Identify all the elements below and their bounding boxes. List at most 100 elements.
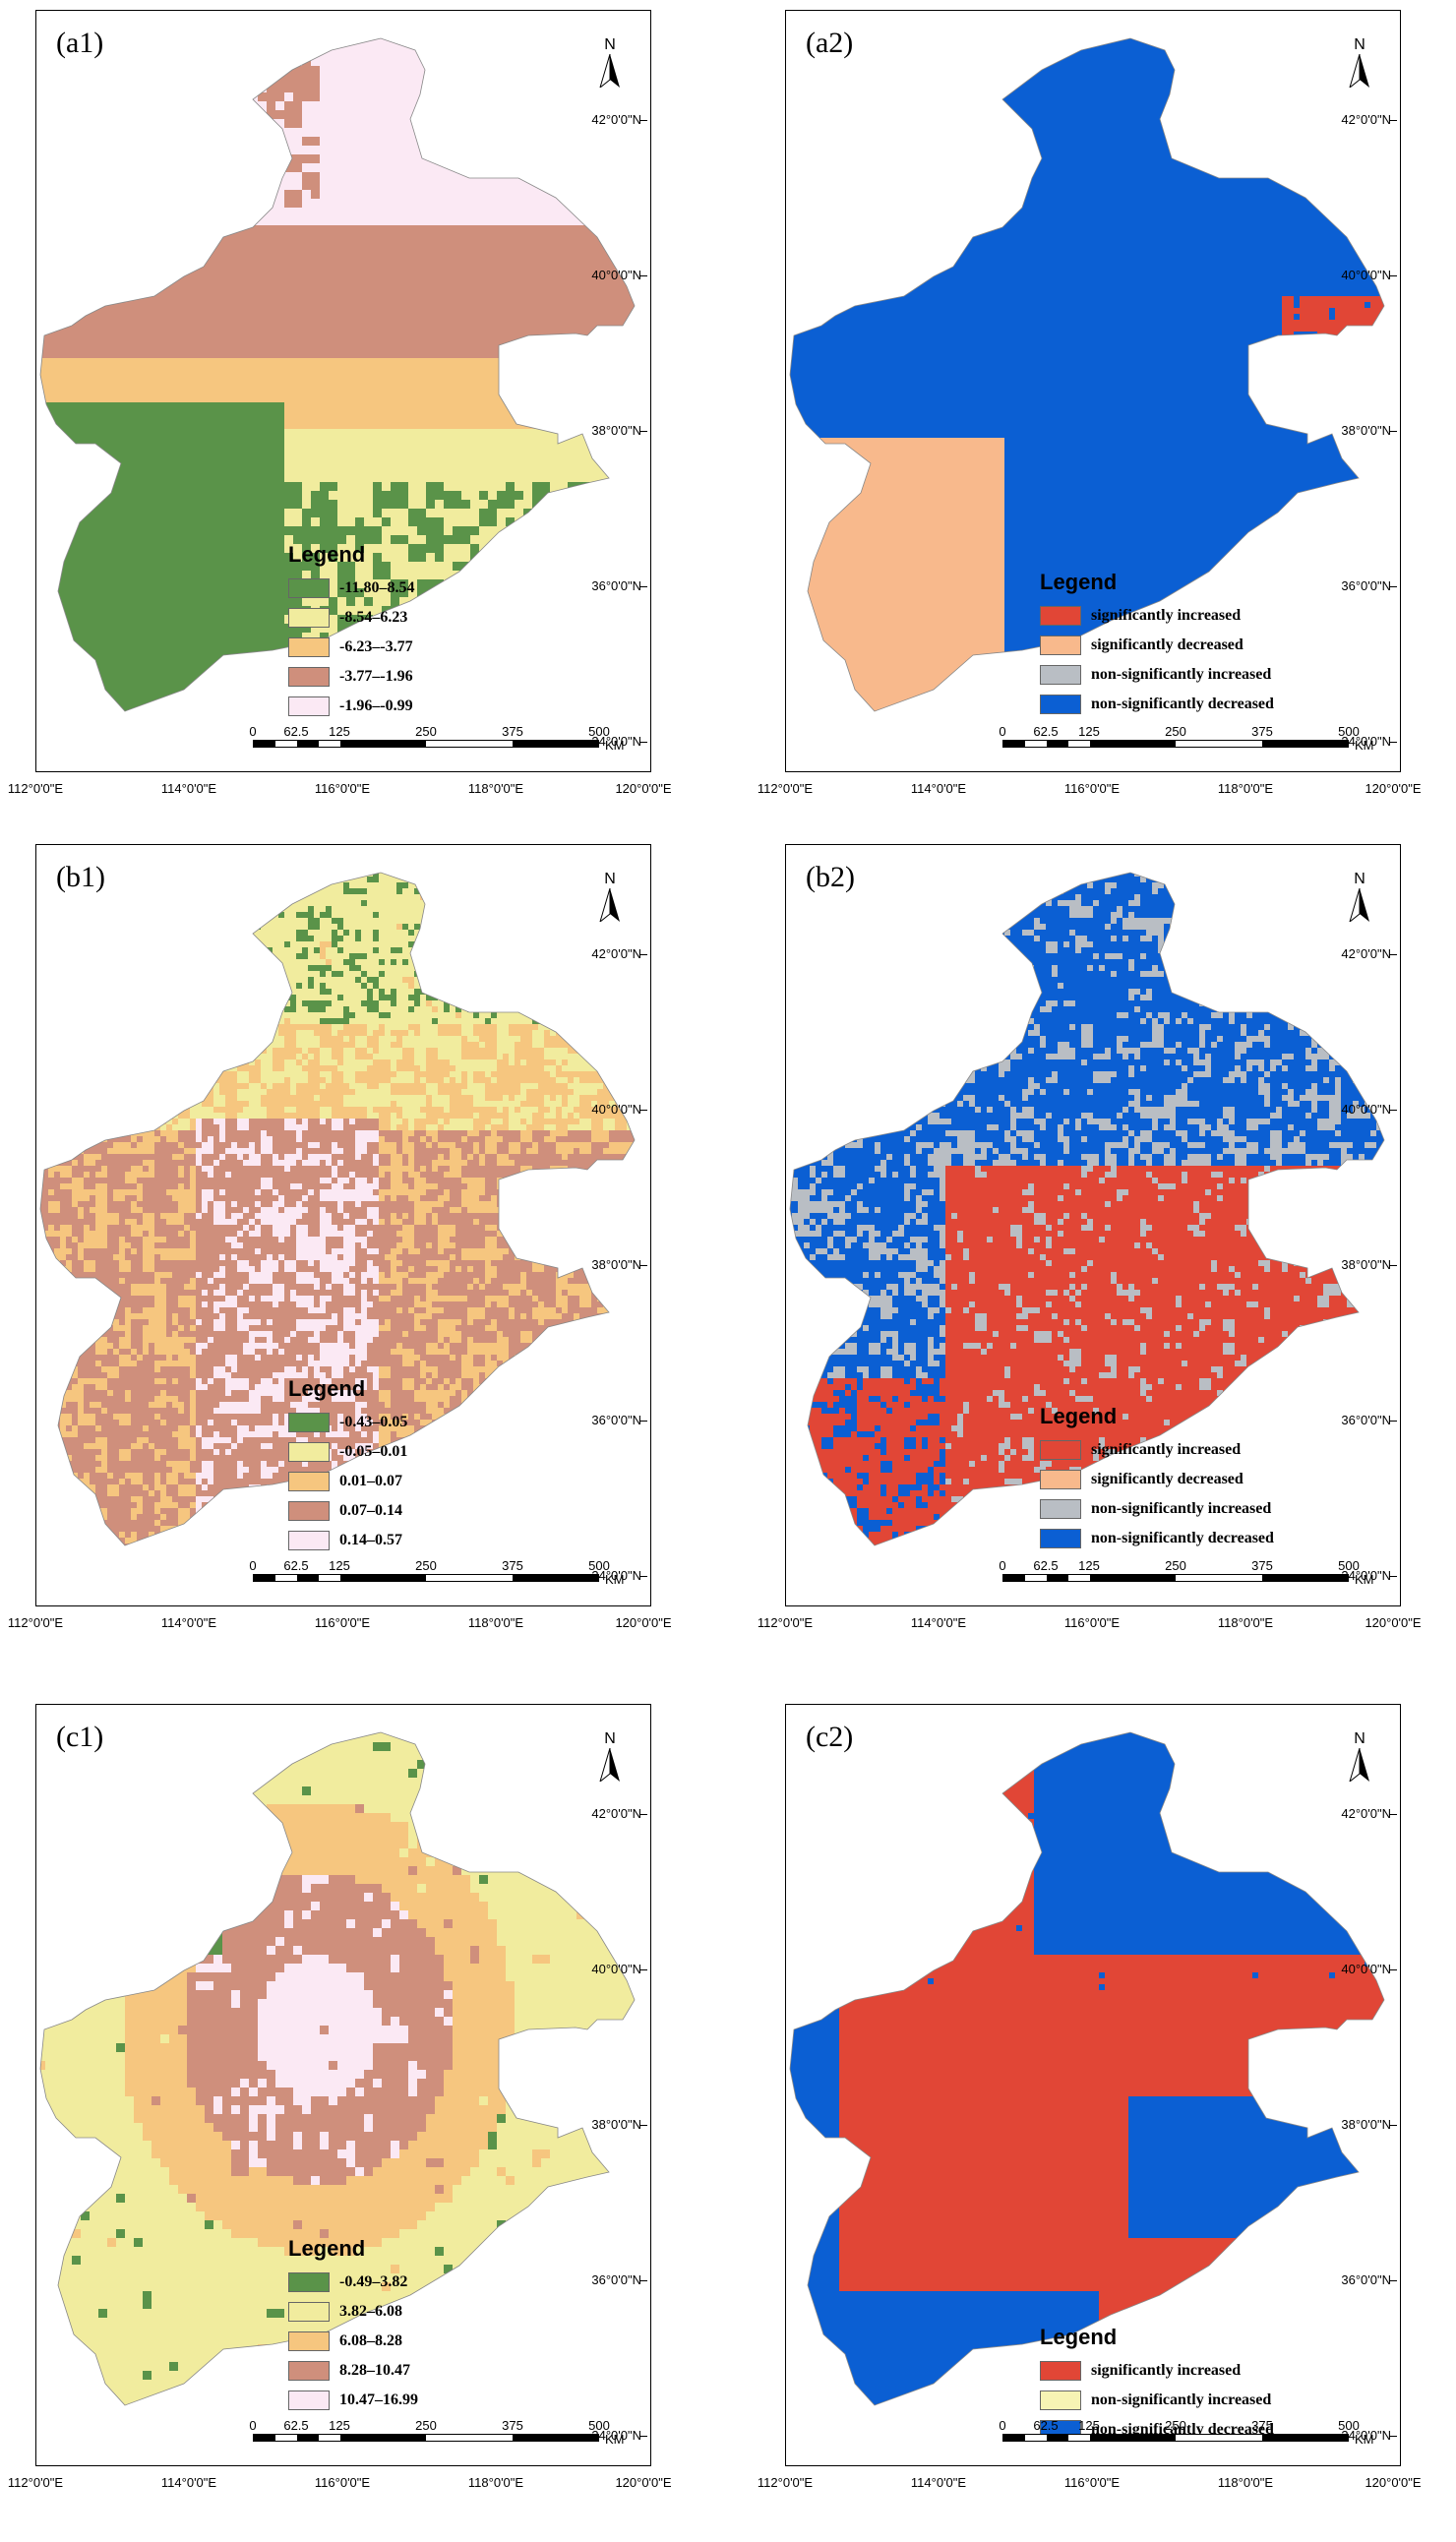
scale-tick-label: 0 [999,1558,1005,1573]
legend-swatch [288,696,330,716]
latitude-label: 36°0'0"N [591,578,641,593]
legend-item: non-significantly increased [1040,660,1274,690]
latitude-label: 38°0'0"N [1341,423,1391,438]
latitude-label: 38°0'0"N [1341,2117,1391,2132]
legend-swatch [1040,1529,1081,1548]
legend-title: Legend [288,2236,418,2262]
map-panel-b2: (b2) N Legend significantly increased signif… [750,834,1401,1611]
longitude-label: 120°0'0"E [1365,781,1421,796]
legend-label: 8.28–10.47 [339,2362,410,2380]
legend-label: -11.80–8.54 [339,579,414,597]
latitude-label: 42°0'0"N [591,112,641,127]
legend-swatch [288,1531,330,1550]
latitude-label: 38°0'0"N [1341,1257,1391,1272]
legend-label: non-significantly increased [1091,666,1271,684]
scale-tick-label: 375 [502,724,523,739]
legend-item: significantly decreased [1040,1465,1274,1494]
scale-tick-label: 375 [1251,724,1273,739]
legend-item: -3.77–-1.96 [288,662,414,692]
scale-tick-label: 250 [415,2418,437,2433]
longitude-label: 116°0'0"E [1064,2475,1120,2490]
map-panel-a1: (a1) N Legend -11.80–8.54 -8.54–6.23 -6.23–-3… [0,0,651,777]
north-arrow-icon: N [595,36,625,95]
latitude-label: 40°0'0"N [591,1962,641,1976]
latitude-label: 42°0'0"N [1341,946,1391,961]
legend-swatch [1040,636,1081,655]
latitude-label: 34°0'0"N [591,2428,641,2443]
map-legend: Legend -11.80–8.54 -8.54–6.23 -6.23–-3.77 -3… [288,542,414,721]
longitude-label: 114°0'0"E [161,1615,216,1630]
legend-item: -6.23–-3.77 [288,633,414,662]
longitude-label: 118°0'0"E [1218,1615,1273,1630]
legend-label: 6.08–8.28 [339,2332,402,2350]
panel-label: (b1) [56,861,105,894]
longitude-label: 116°0'0"E [1064,1615,1120,1630]
scale-tick-label: 250 [415,1558,437,1573]
latitude-label: 36°0'0"N [1341,1413,1391,1427]
scale-tick-label: 125 [329,1558,350,1573]
legend-label: -3.77–-1.96 [339,668,413,686]
map-frame: (a1) N Legend -11.80–8.54 -8.54–6.23 -6.23–-3… [35,10,651,772]
legend-item: non-significantly decreased [1040,690,1274,719]
longitude-label: 112°0'0"E [758,2475,813,2490]
legend-swatch [1040,695,1081,714]
scale-tick-label: 62.5 [1033,724,1058,739]
longitude-label: 112°0'0"E [758,1615,813,1630]
latitude-label: 42°0'0"N [591,1806,641,1821]
legend-label: significantly increased [1091,1441,1241,1459]
legend-swatch [1040,665,1081,685]
legend-swatch [288,1413,330,1432]
scale-tick-label: 62.5 [1033,1558,1058,1573]
longitude-label: 114°0'0"E [161,2475,216,2490]
longitude-label: 114°0'0"E [161,781,216,796]
scale-bar: 0 62.5 125 250 375 500 KM [1002,2418,1357,2448]
latitude-label: 34°0'0"N [1341,2428,1391,2443]
map-legend: Legend -0.49–3.82 3.82–6.08 6.08–8.28 8.28–1… [288,2236,418,2415]
north-arrow-icon: N [1345,871,1374,930]
legend-title: Legend [1040,2325,1274,2350]
latitude-label: 36°0'0"N [1341,578,1391,593]
legend-label: significantly decreased [1091,1471,1244,1488]
scale-tick-label: 62.5 [1033,2418,1058,2433]
legend-item: 0.01–0.07 [288,1467,407,1496]
legend-label: significantly increased [1091,607,1241,625]
legend-swatch [288,1472,330,1491]
longitude-label: 112°0'0"E [8,2475,63,2490]
legend-swatch [288,667,330,687]
scale-tick-label: 125 [1078,1558,1100,1573]
scale-tick-label: 0 [249,1558,256,1573]
latitude-label: 38°0'0"N [591,423,641,438]
map-panel-c2: (c2) N Legend significantly increased non-si… [750,1694,1401,2471]
scale-tick-label: 125 [1078,724,1100,739]
longitude-label: 118°0'0"E [468,781,523,796]
legend-label: -6.23–-3.77 [339,638,413,656]
scale-tick-label: 0 [999,2418,1005,2433]
latitude-label: 34°0'0"N [1341,734,1391,749]
scale-bar: 0 62.5 125 250 375 500 KM [253,2418,607,2448]
legend-label: 0.14–0.57 [339,1532,402,1549]
latitude-label: 34°0'0"N [591,734,641,749]
legend-label: significantly decreased [1091,636,1244,654]
legend-item: -0.05–0.01 [288,1437,407,1467]
legend-item: non-significantly decreased [1040,1524,1274,1553]
scale-bar: 0 62.5 125 250 375 500 KM [1002,1558,1357,1588]
legend-item: -11.80–8.54 [288,574,414,603]
panel-label: (c2) [806,1721,853,1754]
map-frame: (b2) N Legend significantly increased signif… [785,844,1401,1606]
legend-item: 10.47–16.99 [288,2386,418,2415]
map-panel-c1: (c1) N Legend -0.49–3.82 3.82–6.08 6.08–8.28 8… [0,1694,651,2471]
longitude-label: 120°0'0"E [615,1615,671,1630]
map-frame: (a2) N Legend significantly increased signif… [785,10,1401,772]
legend-item: non-significantly increased [1040,2386,1274,2415]
longitude-labels: 112°0'0"E 114°0'0"E 116°0'0"E 118°0'0"E 120°… [35,2475,651,2491]
legend-label: -0.49–3.82 [339,2273,407,2291]
latitude-label: 34°0'0"N [1341,1568,1391,1583]
legend-item: 6.08–8.28 [288,2327,418,2356]
longitude-label: 112°0'0"E [758,781,813,796]
legend-swatch [288,2272,330,2292]
longitude-label: 120°0'0"E [615,781,671,796]
map-legend: Legend significantly increased significant… [1040,570,1274,719]
legend-label: non-significantly decreased [1091,1530,1274,1547]
longitude-label: 120°0'0"E [1365,1615,1421,1630]
map-legend: Legend significantly increased significant… [1040,1404,1274,1553]
